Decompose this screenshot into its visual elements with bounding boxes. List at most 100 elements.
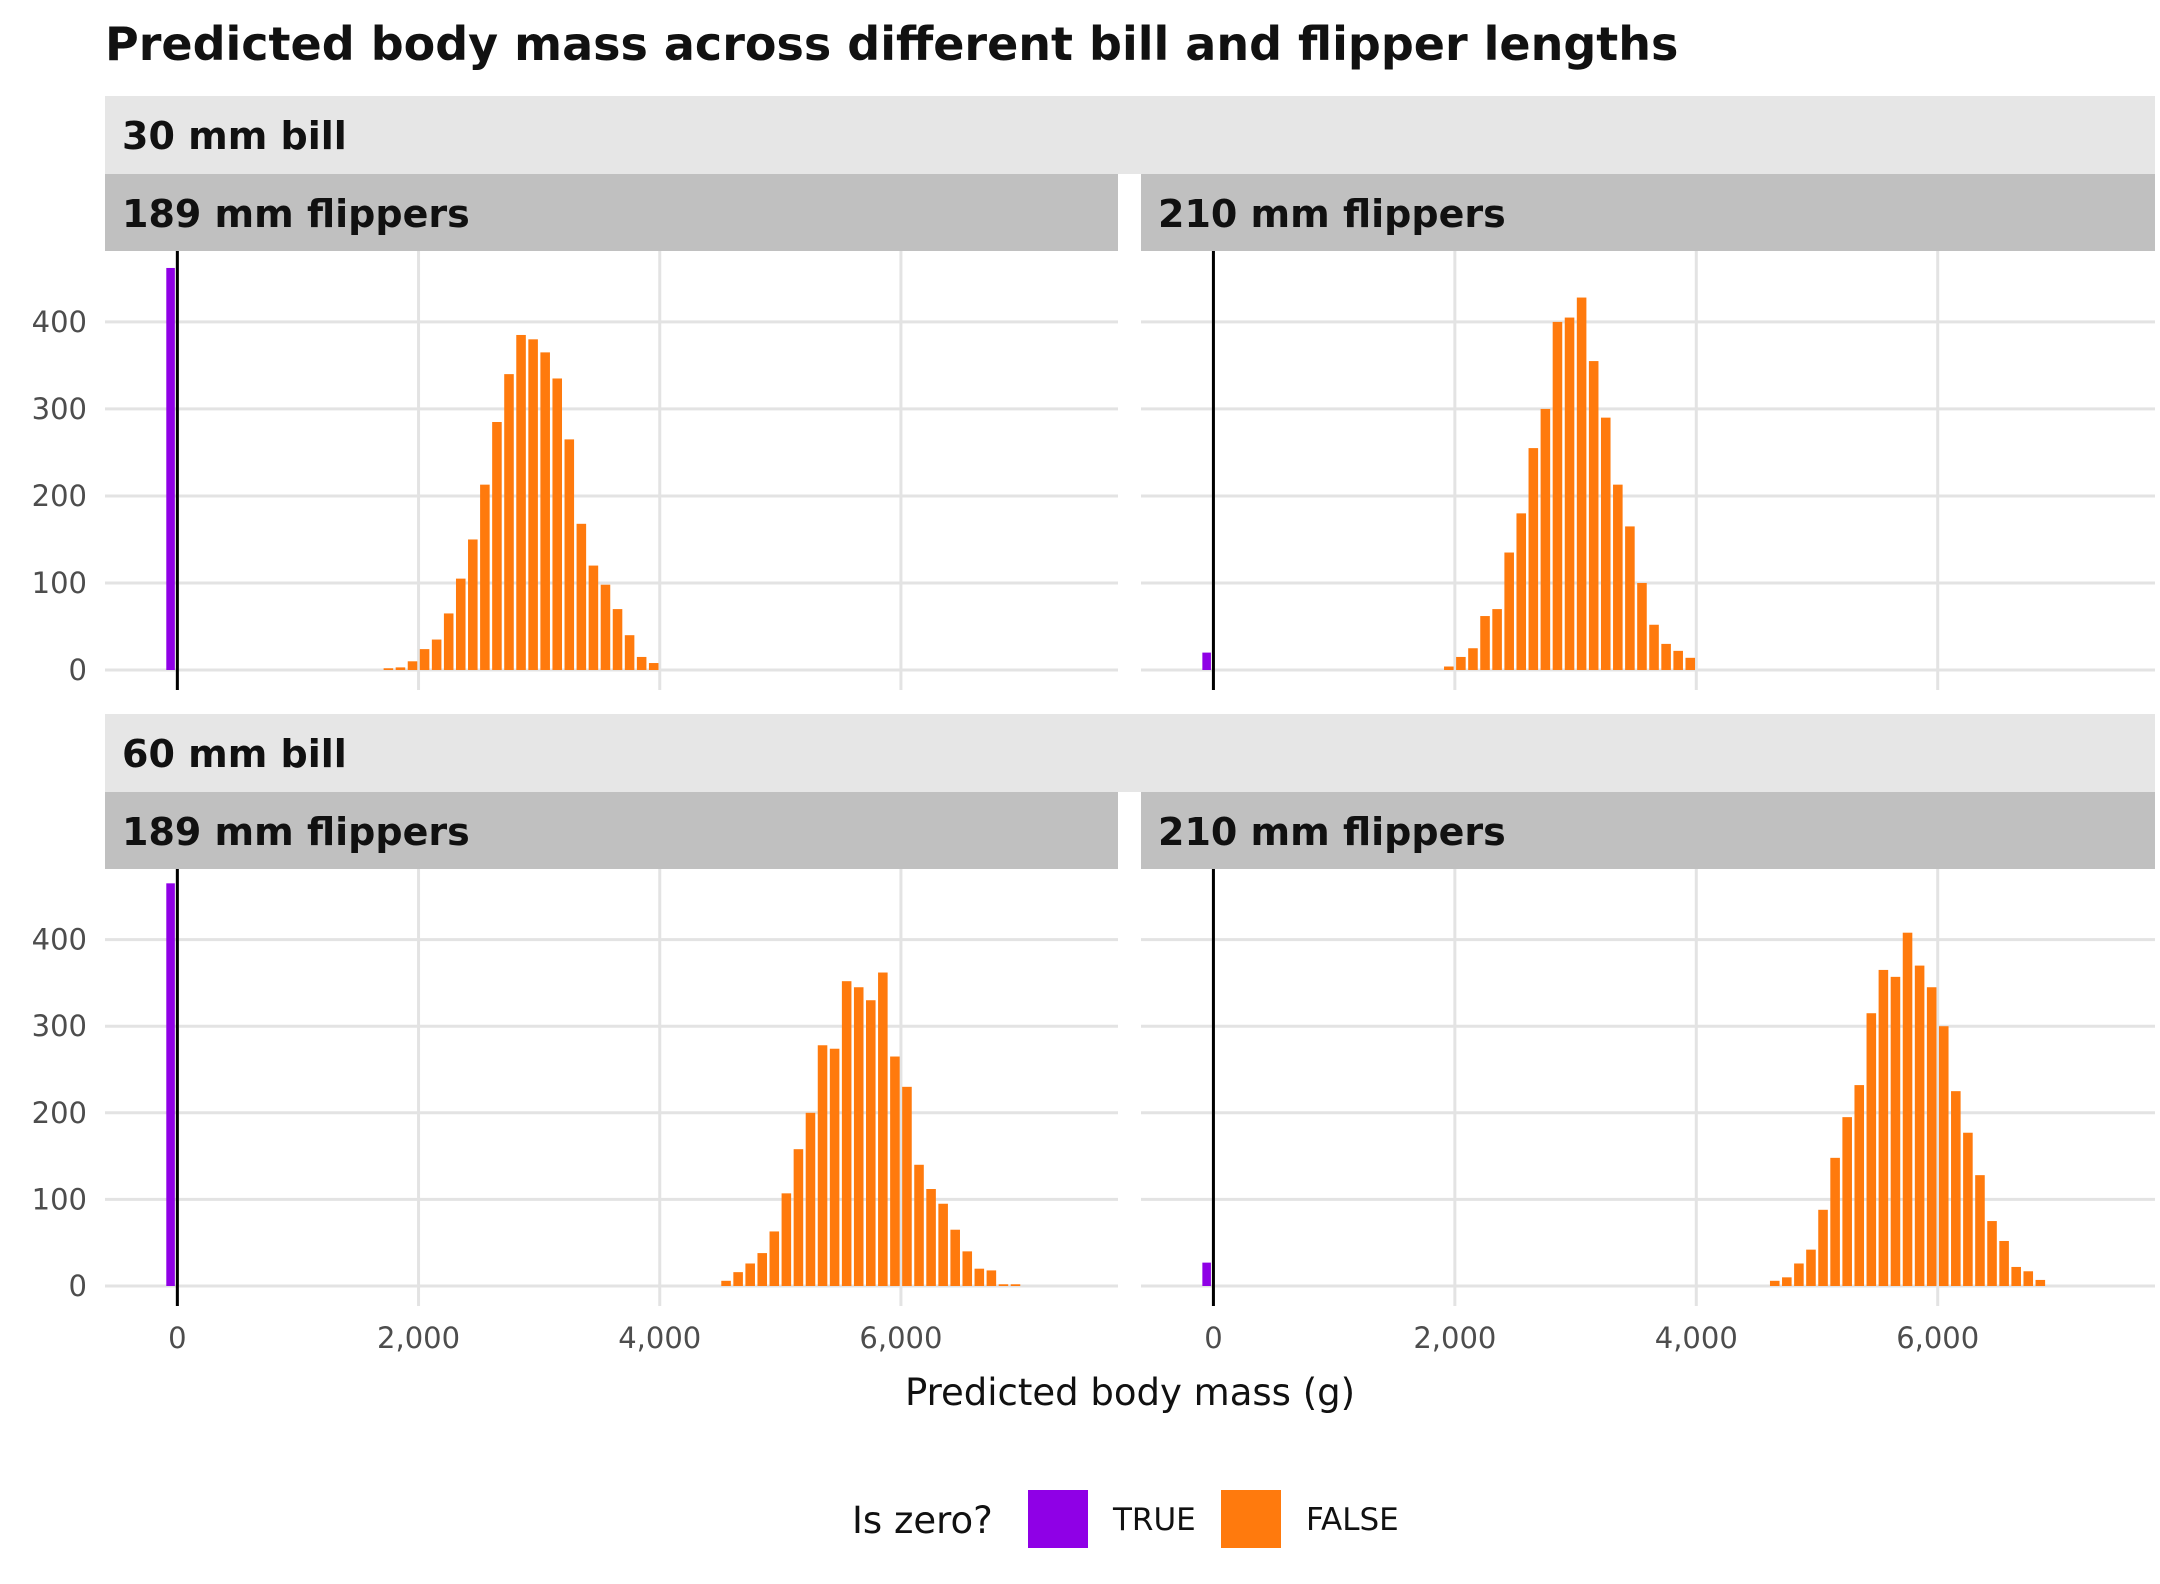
x-tick-label: 0 [1204,1321,1222,1355]
histogram-bar [1576,297,1587,670]
histogram-bar [504,374,514,670]
zero-count-bar [166,267,175,670]
histogram-bar [1938,1026,1949,1286]
y-tick-label: 200 [32,1096,87,1130]
x-tick-label: 2,000 [1413,1321,1496,1355]
histogram-bar [974,1268,985,1286]
row-strip-2-label: 60 mm bill [122,732,347,776]
panel-60mm-bill-210mm-flippers [1141,869,2155,1306]
y-tick-label: 300 [32,1009,87,1043]
histogram-bar [890,1056,900,1286]
histogram-bar [455,578,466,670]
zero-count-bar [1202,652,1211,670]
histogram-bar [914,1164,924,1286]
histogram-bar [1951,1091,1961,1286]
histogram-bar [817,1045,828,1286]
x-tick-label: 0 [168,1321,186,1355]
chart-title: Predicted body mass across different bil… [105,17,1678,71]
histogram-bar [492,421,502,670]
panel-2-strip [1141,174,2155,251]
row-strip-1-label: 30 mm bill [122,114,347,158]
legend-label-false: FALSE [1306,1502,1399,1538]
histogram-bar [1552,321,1563,670]
histogram-bar [1854,1085,1865,1286]
histogram-bar [878,972,888,1286]
histogram-bar [1963,1132,1973,1286]
histogram-bar [1564,317,1575,670]
y-tick-label: 300 [32,392,87,426]
zero-count-bar [1202,1262,1211,1286]
histogram-bar [793,1149,804,1286]
histogram-bar [1010,1284,1021,1286]
histogram-bar [1673,650,1683,670]
y-tick-label: 100 [32,566,87,600]
histogram-bar [2011,1266,2021,1286]
histogram-bar [1987,1221,1997,1286]
y-tick-label: 400 [32,305,87,339]
histogram-bar [419,649,430,670]
histogram-bar [866,1000,876,1286]
histogram-bar [431,639,442,670]
histogram-bar [841,981,852,1286]
histogram-bar [1504,552,1514,670]
legend-key-false [1221,1490,1281,1548]
x-axis-left: 0 2,000 4,000 6,000 [168,1321,942,1355]
panel-30mm-bill-210mm-flippers [1141,251,2155,690]
legend-label-true: TRUE [1112,1502,1196,1538]
histogram-bar [1926,987,1937,1286]
histogram-bar [1600,417,1611,670]
histogram-bar [1794,1263,1804,1286]
histogram-bar [745,1263,755,1286]
histogram-bar [1830,1157,1840,1286]
histogram-bar [950,1229,960,1286]
histogram-bar [516,334,526,670]
histogram-bar [1588,361,1599,670]
legend: Is zero? TRUE FALSE [852,1490,1399,1548]
histogram-bar [998,1284,1009,1286]
histogram-bar [624,635,635,670]
histogram-bar [2035,1279,2046,1286]
histogram-bar [805,1112,816,1286]
histogram-bar [902,1086,912,1286]
histogram-bar [1528,448,1539,670]
row-strip-1 [105,96,2155,174]
histogram-bar [1866,1013,1877,1286]
histogram-bar [1890,976,1901,1286]
x-axis-right: 0 2,000 4,000 6,000 [1204,1321,1979,1355]
histogram-bar [480,484,490,670]
histogram-bar [552,378,563,670]
histogram-bar [853,987,864,1286]
histogram-bar [1842,1117,1852,1286]
histogram-bar [2023,1271,2034,1286]
histogram-bar [600,584,611,670]
histogram-bar [721,1280,731,1286]
histogram-bar [1685,657,1696,670]
histogram-bar [757,1253,768,1286]
x-tick-label: 6,000 [859,1321,942,1355]
histogram-bar [1806,1249,1816,1286]
histogram-bar [1769,1280,1780,1286]
y-tick-label: 200 [32,479,87,513]
panel-4-strip-label: 210 mm flippers [1158,810,1506,854]
histogram-bar [1480,616,1490,670]
y-tick-label: 400 [32,923,87,957]
histogram-bar [576,523,587,670]
panel-2-strip-label: 210 mm flippers [1158,192,1506,236]
histogram-bar [1468,648,1478,670]
y-axis-bottom: 0 100 200 300 400 [32,923,87,1303]
histogram-bar [636,656,647,670]
panel-1-strip [105,174,1118,251]
histogram-bar [588,565,599,670]
histogram-bar [648,663,659,670]
histogram-bar [938,1203,948,1286]
histogram-bar [383,668,394,670]
histogram-bar [733,1272,743,1286]
x-tick-label: 6,000 [1896,1321,1979,1355]
panel-3-strip [105,792,1118,869]
histogram-bar [528,339,538,670]
histogram-bar [1878,969,1889,1286]
histogram-bar [1661,643,1671,670]
histogram-bar [1516,513,1527,670]
histogram-bar [443,613,454,670]
histogram-bar [1818,1209,1828,1286]
